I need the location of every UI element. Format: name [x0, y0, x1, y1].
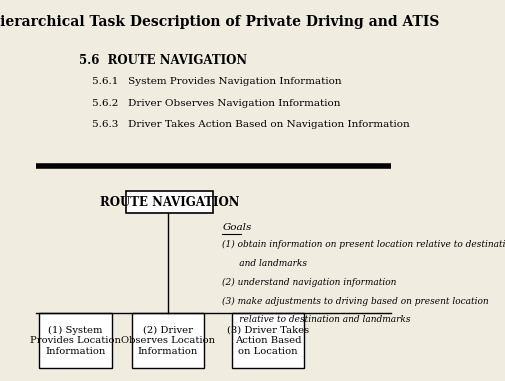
Text: (3) Driver Takes
Action Based
on Location: (3) Driver Takes Action Based on Locatio… [227, 326, 309, 356]
Text: (1) obtain information on present location relative to destination: (1) obtain information on present locati… [223, 240, 505, 249]
Text: 5.6.1   System Provides Navigation Information: 5.6.1 System Provides Navigation Informa… [92, 77, 341, 86]
Text: and landmarks: and landmarks [223, 259, 308, 267]
Text: 5.6  ROUTE NAVIGATION: 5.6 ROUTE NAVIGATION [79, 54, 247, 67]
Text: (2) Driver
Observes Location
Information: (2) Driver Observes Location Information [121, 326, 215, 356]
FancyBboxPatch shape [132, 314, 205, 368]
Text: Hierarchical Task Description of Private Driving and ATIS: Hierarchical Task Description of Private… [0, 14, 439, 29]
FancyBboxPatch shape [39, 314, 112, 368]
FancyBboxPatch shape [231, 314, 304, 368]
Text: (1) System
Provides Location
Information: (1) System Provides Location Information [30, 326, 121, 356]
Text: (3) make adjustments to driving based on present location: (3) make adjustments to driving based on… [223, 296, 489, 306]
Text: ROUTE NAVIGATION: ROUTE NAVIGATION [100, 196, 239, 209]
Text: relative to destination and landmarks: relative to destination and landmarks [223, 315, 411, 324]
Text: Goals: Goals [223, 223, 252, 232]
Text: 5.6.3   Driver Takes Action Based on Navigation Information: 5.6.3 Driver Takes Action Based on Navig… [92, 120, 410, 129]
FancyBboxPatch shape [126, 191, 214, 213]
Text: 5.6.2   Driver Observes Navigation Information: 5.6.2 Driver Observes Navigation Informa… [92, 99, 340, 107]
Text: (2) understand navigation information: (2) understand navigation information [223, 277, 397, 287]
